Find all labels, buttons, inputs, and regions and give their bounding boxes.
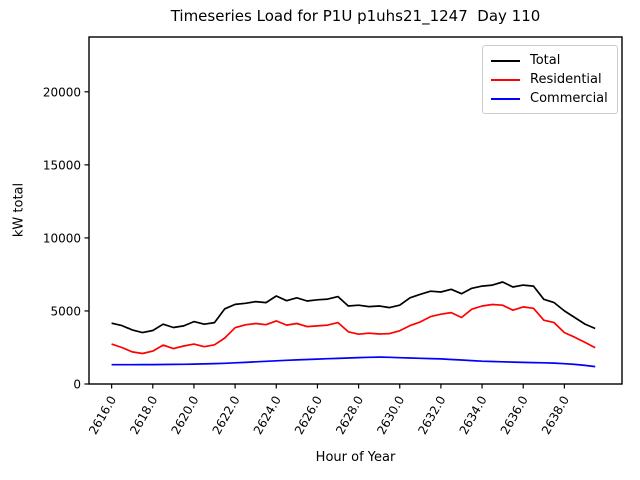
x-tick-label: 2622.0 bbox=[210, 394, 243, 437]
x-tick-label: 2630.0 bbox=[374, 394, 407, 437]
x-tick-label: 2638.0 bbox=[539, 394, 572, 437]
commercial-line bbox=[111, 356, 596, 368]
chart-title: Timeseries Load for P1U p1uhs21_1247 Day… bbox=[170, 7, 541, 25]
y-tick-label: 15000 bbox=[43, 158, 81, 172]
legend-item-total: Total bbox=[491, 51, 608, 70]
commercial-line-swatch bbox=[491, 97, 520, 100]
legend-label-total: Total bbox=[530, 53, 561, 68]
axes-frame bbox=[88, 36, 623, 385]
total-line bbox=[111, 281, 596, 334]
y-tick-label: 20000 bbox=[43, 85, 81, 99]
legend-box: Total Residential Commercial bbox=[482, 45, 618, 114]
legend-label-commercial: Commercial bbox=[530, 91, 608, 106]
y-tick-label: 10000 bbox=[43, 231, 81, 245]
x-tick-label: 2624.0 bbox=[251, 394, 284, 437]
legend-item-residential: Residential bbox=[491, 70, 608, 89]
total-line-swatch bbox=[491, 59, 520, 62]
x-tick-label: 2616.0 bbox=[86, 394, 119, 437]
legend-item-commercial: Commercial bbox=[491, 89, 608, 108]
residential-line-swatch bbox=[491, 78, 520, 81]
x-tick-label: 2628.0 bbox=[333, 394, 366, 437]
x-tick-label: 2636.0 bbox=[498, 394, 531, 437]
x-tick-label: 2626.0 bbox=[292, 394, 325, 437]
y-axis-label: kW total bbox=[11, 182, 27, 238]
y-tick-label: 0 bbox=[73, 378, 81, 392]
x-tick-label: 2620.0 bbox=[168, 394, 201, 437]
x-tick-label: 2618.0 bbox=[127, 394, 160, 437]
x-tick-label: 2632.0 bbox=[415, 394, 448, 437]
residential-line bbox=[111, 303, 596, 355]
x-axis-label: Hour of Year bbox=[315, 450, 396, 465]
x-tick-label: 2634.0 bbox=[457, 394, 490, 437]
y-tick-label: 5000 bbox=[50, 304, 81, 318]
legend-label-residential: Residential bbox=[530, 72, 602, 87]
